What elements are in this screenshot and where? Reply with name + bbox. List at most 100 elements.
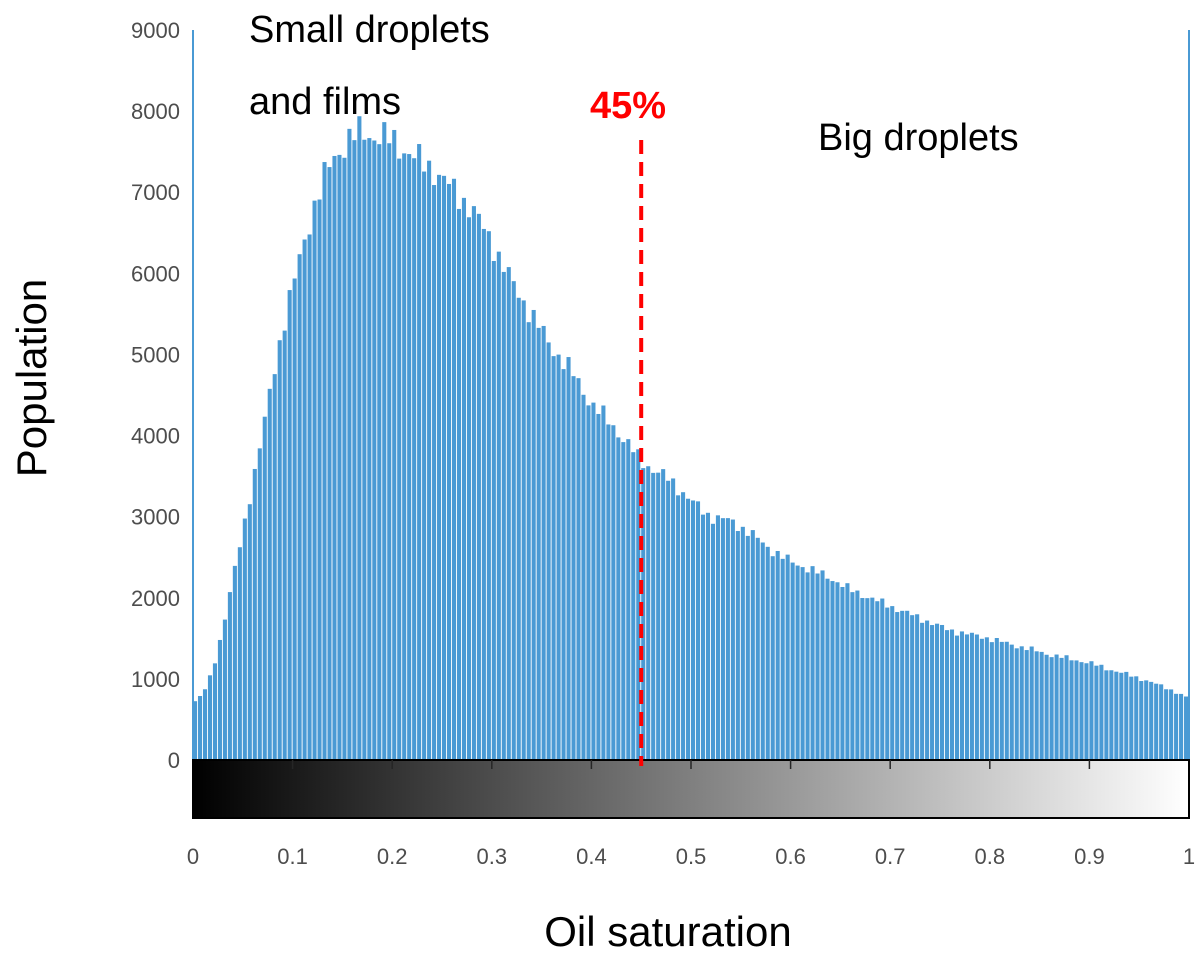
histogram-bar [501, 271, 506, 760]
histogram-bar [257, 448, 262, 760]
histogram-bar [337, 154, 342, 760]
histogram-bar [755, 537, 760, 760]
histogram-bar [715, 515, 720, 760]
histogram-bar [691, 500, 696, 760]
histogram-bar [476, 213, 481, 761]
histogram-bar [561, 369, 566, 760]
histogram-bar [546, 342, 551, 760]
histogram-bar [387, 143, 392, 761]
histogram-bar [626, 439, 631, 760]
histogram-bar [1074, 660, 1079, 760]
histogram-bar [905, 610, 910, 760]
histogram-bar [312, 200, 317, 760]
histogram-bar [621, 442, 626, 760]
histogram-bar [1039, 651, 1044, 760]
histogram-bar [596, 413, 601, 760]
histogram-bar [880, 598, 885, 760]
histogram-bar [237, 547, 242, 760]
histogram-bar [860, 598, 865, 760]
histogram-bar [232, 565, 237, 760]
histogram-bar [631, 452, 636, 760]
histogram-bar [432, 185, 437, 760]
histogram-bar [227, 592, 232, 760]
histogram-bar [571, 376, 576, 760]
histogram-bar [282, 330, 287, 760]
histogram-bar [496, 251, 501, 760]
histogram-bar [765, 546, 770, 760]
histogram-bar [407, 154, 412, 760]
histogram-bar [481, 228, 486, 761]
histogram-bar [511, 281, 516, 760]
histogram-bar [900, 610, 905, 760]
histogram-bar [830, 581, 835, 760]
histogram-bar [267, 388, 272, 760]
y-tick-labels: 0 1000 2000 3000 4000 5000 6000 7000 8000 9000 [131, 18, 180, 773]
histogram-bar [676, 495, 681, 760]
histogram-bar [382, 122, 387, 761]
histogram-bar [247, 504, 252, 760]
histogram-bar [417, 144, 422, 760]
histogram-bar [780, 558, 785, 760]
x-tick-label: 0.6 [775, 844, 806, 869]
x-tick-label: 0.8 [975, 844, 1006, 869]
histogram-bar [611, 425, 616, 760]
x-tick-label: 0.1 [277, 844, 308, 869]
x-tick-label: 0.9 [1074, 844, 1105, 869]
histogram-bar [332, 155, 337, 760]
x-tick-label: 0.3 [477, 844, 508, 869]
histogram-bar [800, 567, 805, 760]
histogram-bar [895, 612, 900, 760]
y-tick-label: 9000 [131, 18, 180, 43]
histogram-bar [422, 171, 427, 761]
histogram-bar [964, 634, 969, 760]
histogram-bar [646, 466, 651, 760]
threshold-label: 45% [590, 85, 666, 127]
histogram-bar [1084, 663, 1089, 760]
histogram-bar [840, 586, 845, 760]
histogram-bar [456, 208, 462, 761]
histogram-bar [661, 469, 666, 760]
histogram-bar [1049, 657, 1054, 760]
histogram-bar [1144, 680, 1149, 760]
histogram-bar [979, 638, 984, 760]
histogram-bar [949, 629, 955, 760]
histogram-bar [302, 239, 307, 760]
histogram-bar [656, 472, 661, 760]
histogram-bar [820, 570, 825, 760]
histogram-bar [591, 402, 596, 760]
histogram-bar [566, 357, 571, 760]
left-region-label-line-1: Small droplets [249, 9, 490, 51]
histogram-bar [700, 514, 706, 760]
y-tick-label: 7000 [131, 180, 180, 205]
histogram-bar [969, 632, 974, 760]
histogram-bar [795, 565, 800, 760]
y-tick-label: 2000 [131, 586, 180, 611]
histogram-bar [531, 309, 536, 760]
histogram-bar [1069, 660, 1074, 760]
histogram-bar [825, 578, 830, 760]
histogram-bar [541, 325, 546, 760]
histogram-bar [1054, 654, 1059, 760]
histogram-bar [1089, 661, 1094, 760]
x-tick-label: 1 [1183, 844, 1195, 869]
histogram-bar [930, 625, 935, 760]
histogram-bar [1029, 646, 1034, 760]
histogram-bar [671, 478, 676, 760]
histogram-bar [855, 590, 860, 760]
histogram-bar [994, 638, 999, 760]
histogram-bar [277, 340, 282, 760]
histogram-bar [1079, 662, 1084, 760]
x-tick-label: 0 [187, 844, 199, 869]
histogram-bar [845, 583, 850, 760]
x-tick-labels: 0 0.1 0.2 0.3 0.4 0.5 0.6 0.7 0.8 0.9 1 [187, 760, 1195, 869]
histogram-bar [1179, 693, 1184, 760]
histogram-bar [1034, 651, 1039, 760]
histogram-bar [526, 322, 531, 760]
histogram-bar [1109, 670, 1114, 760]
y-tick-label: 5000 [131, 342, 180, 367]
histogram-bar [875, 601, 880, 760]
x-tick-label: 0.5 [676, 844, 707, 869]
histogram-bar [327, 167, 332, 761]
histogram-bar [1174, 693, 1179, 760]
